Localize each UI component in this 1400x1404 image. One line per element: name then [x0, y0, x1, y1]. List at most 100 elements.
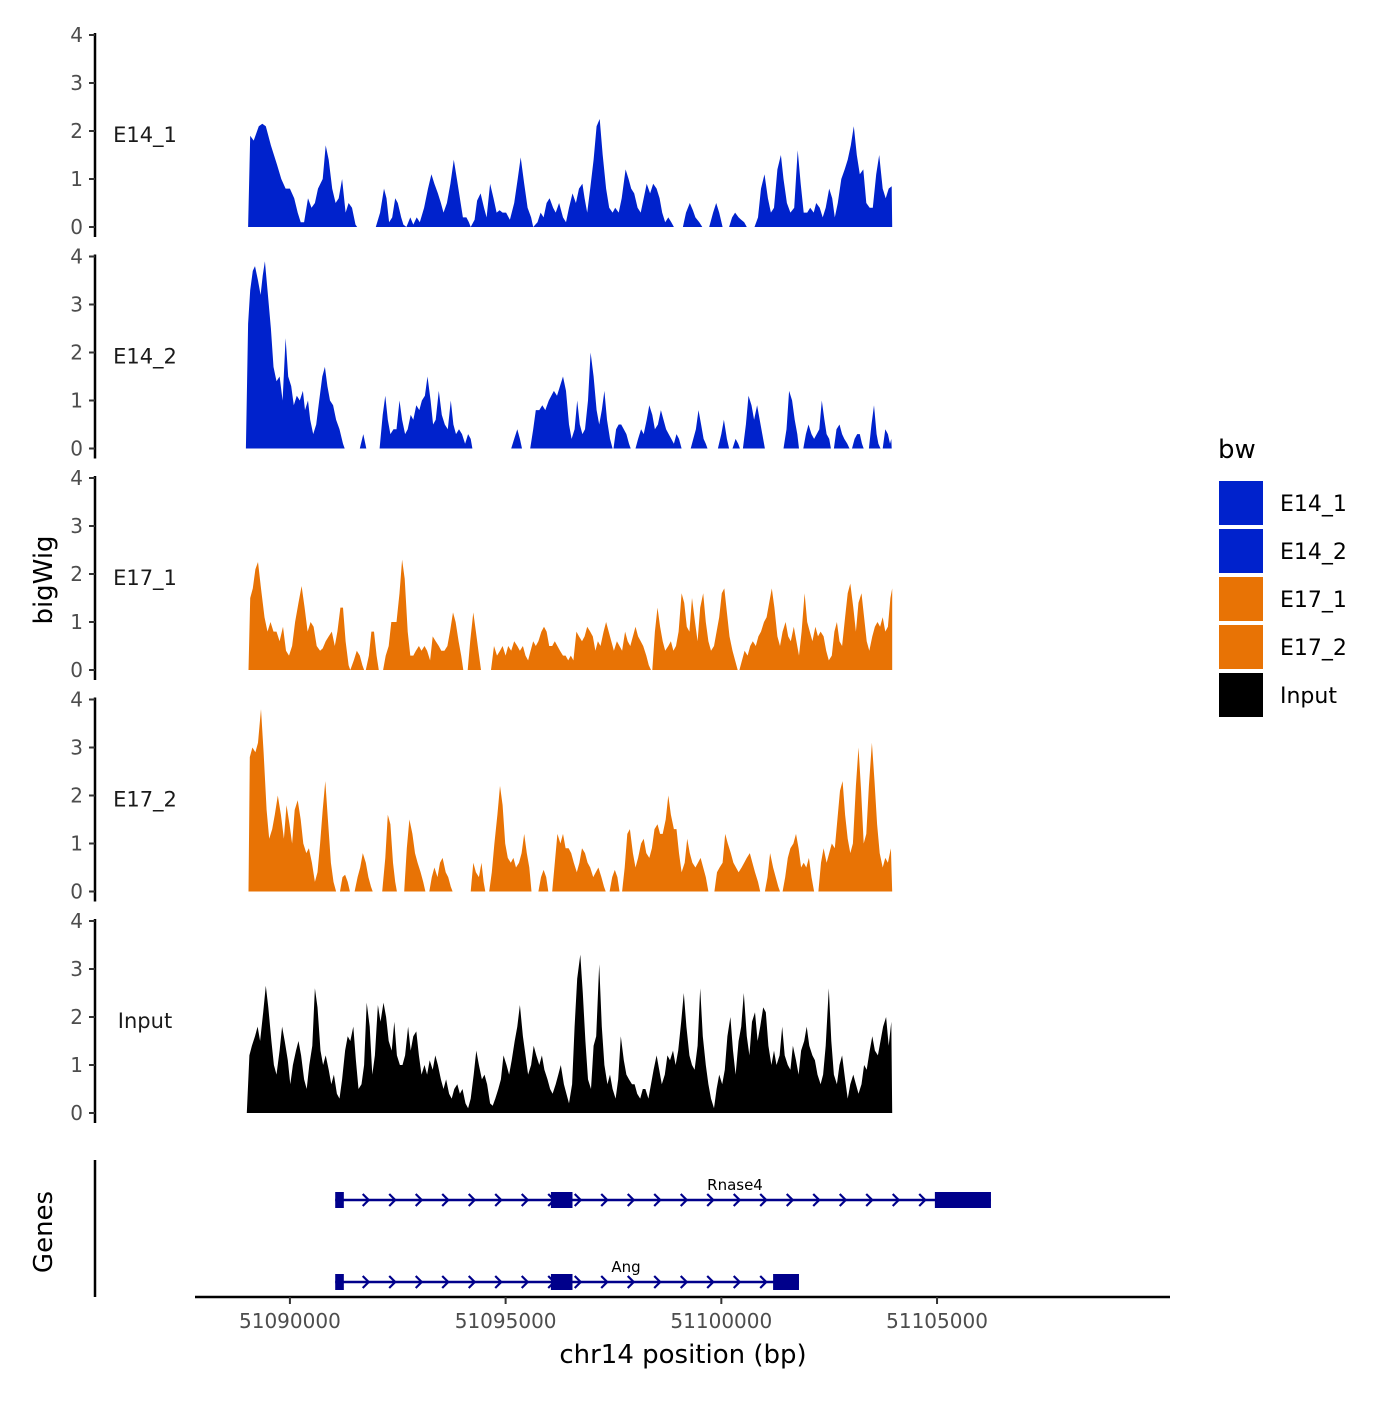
strand-chevron [388, 1275, 397, 1289]
y-tick-label: 4 [70, 909, 83, 933]
strand-chevron [865, 1193, 874, 1207]
area-e17_1 [248, 559, 893, 670]
y-tick-label: 3 [70, 71, 83, 95]
y-tick-label: 2 [70, 1005, 83, 1029]
legend-label: Input [1280, 684, 1337, 709]
track-label-e17_2: E17_2 [113, 788, 177, 813]
strand-chevron [600, 1275, 609, 1289]
y-tick-label: 2 [70, 562, 83, 586]
strand-chevron [467, 1193, 477, 1207]
gene-rnase4: Rnase4 [335, 1176, 991, 1208]
y-tick-label: 1 [70, 389, 83, 413]
x-tick-label: 51100000 [670, 1309, 772, 1333]
y-tick-label: 4 [70, 688, 83, 712]
area-e17_2 [248, 709, 893, 892]
strand-chevron [600, 1193, 609, 1207]
y-tick-label: 2 [70, 341, 83, 365]
strand-chevron [838, 1193, 848, 1207]
legend-entry-e14_2: E14_2 [1217, 527, 1347, 575]
strand-chevron [573, 1193, 583, 1207]
x-axis: 51090000 51095000 51100000 51105000 [195, 1295, 1170, 1333]
legend-swatch [1217, 479, 1265, 527]
legend-swatch [1217, 575, 1265, 623]
track-label-e14_2: E14_2 [113, 345, 177, 370]
y-axis-title: bigWig [29, 535, 59, 624]
strand-chevron [706, 1193, 715, 1207]
y-tick-label: 1 [70, 832, 83, 856]
y-tick-label: 1 [70, 167, 83, 191]
strand-chevron [759, 1193, 768, 1207]
y-tick-label: 3 [70, 293, 83, 317]
exon [335, 1274, 344, 1290]
y-tick-label: 4 [70, 466, 83, 490]
strand-chevron [653, 1193, 662, 1207]
strand-chevron [626, 1275, 636, 1289]
exon [773, 1274, 799, 1290]
strand-chevron [573, 1275, 583, 1289]
legend-label: E17_1 [1280, 588, 1347, 613]
legend-entry-e14_1: E14_1 [1217, 479, 1347, 527]
y-tick-label: 3 [70, 514, 83, 538]
x-axis-title: chr14 position (bp) [559, 1340, 806, 1370]
y-tick-label: 3 [70, 736, 83, 760]
strand-chevron [520, 1275, 530, 1289]
strand-chevron [732, 1275, 742, 1289]
y-tick-label: 0 [70, 215, 83, 239]
legend-label: E14_2 [1280, 540, 1347, 565]
track-e17_2: 0 1 2 3 4 E17_2 [70, 688, 893, 904]
exon [335, 1192, 344, 1208]
strand-chevron [918, 1193, 927, 1207]
legend-swatch [1217, 623, 1265, 671]
x-tick-label: 51105000 [886, 1309, 988, 1333]
y-tick-label: 2 [70, 119, 83, 143]
strand-chevron [891, 1193, 901, 1207]
exon [550, 1274, 573, 1290]
strand-chevron [626, 1193, 636, 1207]
gene-label-ang: Ang [611, 1258, 640, 1276]
genes-axis-title: Genes [29, 1191, 59, 1273]
strand-chevron [706, 1275, 715, 1289]
legend-swatch [1217, 527, 1265, 575]
bigwig-tracks: 0 1 2 3 4 E14_1 0 1 2 3 4 E14_2 0 1 2 3 4 E17_1 0 1 2 3 4 E17_2… [70, 23, 893, 1125]
y-tick-label: 0 [70, 658, 83, 682]
gene-ang: Ang [335, 1258, 799, 1290]
exon [934, 1192, 991, 1208]
strand-chevron [759, 1275, 768, 1289]
legend-swatch [1217, 671, 1265, 719]
gene-label-rnase4: Rnase4 [707, 1176, 763, 1194]
x-tick-label: 51090000 [239, 1309, 341, 1333]
y-tick-label: 1 [70, 610, 83, 634]
area-e14_1 [248, 119, 893, 227]
genes-panel: Rnase4 Ang [93, 1160, 991, 1297]
strand-chevron [494, 1275, 503, 1289]
strand-chevron [494, 1193, 503, 1207]
strand-chevron [361, 1193, 371, 1207]
y-tick-label: 3 [70, 957, 83, 981]
legend: bw E14_1 E14_2 E17_1 E17_2 Input [1217, 435, 1347, 719]
legend-label: E17_2 [1280, 636, 1347, 661]
strand-chevron [467, 1275, 477, 1289]
legend-entry-e17_2: E17_2 [1217, 623, 1347, 671]
y-tick-label: 0 [70, 880, 83, 904]
strand-chevron [520, 1193, 530, 1207]
strand-chevron [441, 1193, 450, 1207]
strand-chevron [414, 1275, 424, 1289]
track-e17_1: 0 1 2 3 4 E17_1 [70, 466, 893, 682]
y-tick-label: 2 [70, 784, 83, 808]
strand-chevron [679, 1193, 689, 1207]
track-e14_2: 0 1 2 3 4 E14_2 [70, 245, 892, 461]
strand-chevron [785, 1193, 795, 1207]
legend-entry-e17_1: E17_1 [1217, 575, 1347, 623]
area-input [246, 954, 893, 1113]
track-label-e17_1: E17_1 [113, 566, 177, 591]
track-e14_1: 0 1 2 3 4 E14_1 [70, 23, 893, 239]
y-tick-label: 4 [70, 23, 83, 47]
y-tick-label: 4 [70, 245, 83, 269]
strand-chevron [388, 1193, 397, 1207]
strand-chevron [361, 1275, 371, 1289]
y-tick-label: 0 [70, 1101, 83, 1125]
track-label-input: Input [118, 1009, 172, 1033]
y-tick-label: 0 [70, 437, 83, 461]
